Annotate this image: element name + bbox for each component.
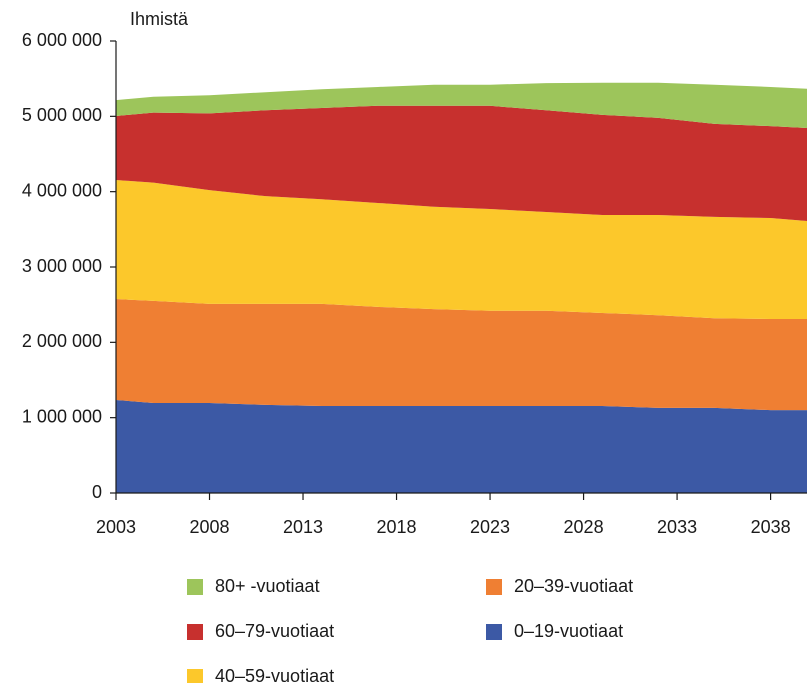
x-tick-label: 2038 xyxy=(751,517,791,537)
area xyxy=(116,399,807,493)
area xyxy=(116,82,807,128)
x-tick-label: 2003 xyxy=(96,517,136,537)
legend-swatch xyxy=(187,579,203,595)
x-tick-label: 2018 xyxy=(377,517,417,537)
area xyxy=(116,299,807,411)
y-tick-label: 6 000 000 xyxy=(22,30,102,50)
legend-swatch xyxy=(187,624,203,640)
y-axis-label: Ihmistä xyxy=(130,9,189,29)
y-tick-label: 3 000 000 xyxy=(22,256,102,276)
y-tick-label: 0 xyxy=(92,482,102,502)
x-tick-label: 2013 xyxy=(283,517,323,537)
x-tick-label: 2028 xyxy=(564,517,604,537)
legend-swatch xyxy=(486,624,502,640)
y-tick-label: 2 000 000 xyxy=(22,331,102,351)
legend-swatch xyxy=(486,579,502,595)
x-tick-label: 2033 xyxy=(657,517,697,537)
legend-label: 60–79-vuotiaat xyxy=(215,621,334,641)
area xyxy=(116,105,807,221)
legend-swatch xyxy=(187,669,203,683)
x-tick-label: 2023 xyxy=(470,517,510,537)
y-tick-label: 5 000 000 xyxy=(22,105,102,125)
y-tick-label: 4 000 000 xyxy=(22,180,102,200)
legend-label: 80+ -vuotiaat xyxy=(215,576,320,596)
legend-label: 20–39-vuotiaat xyxy=(514,576,633,596)
legend-label: 0–19-vuotiaat xyxy=(514,621,623,641)
legend-label: 40–59-vuotiaat xyxy=(215,666,334,683)
area xyxy=(116,179,807,319)
x-tick-label: 2008 xyxy=(189,517,229,537)
y-tick-label: 1 000 000 xyxy=(22,406,102,426)
